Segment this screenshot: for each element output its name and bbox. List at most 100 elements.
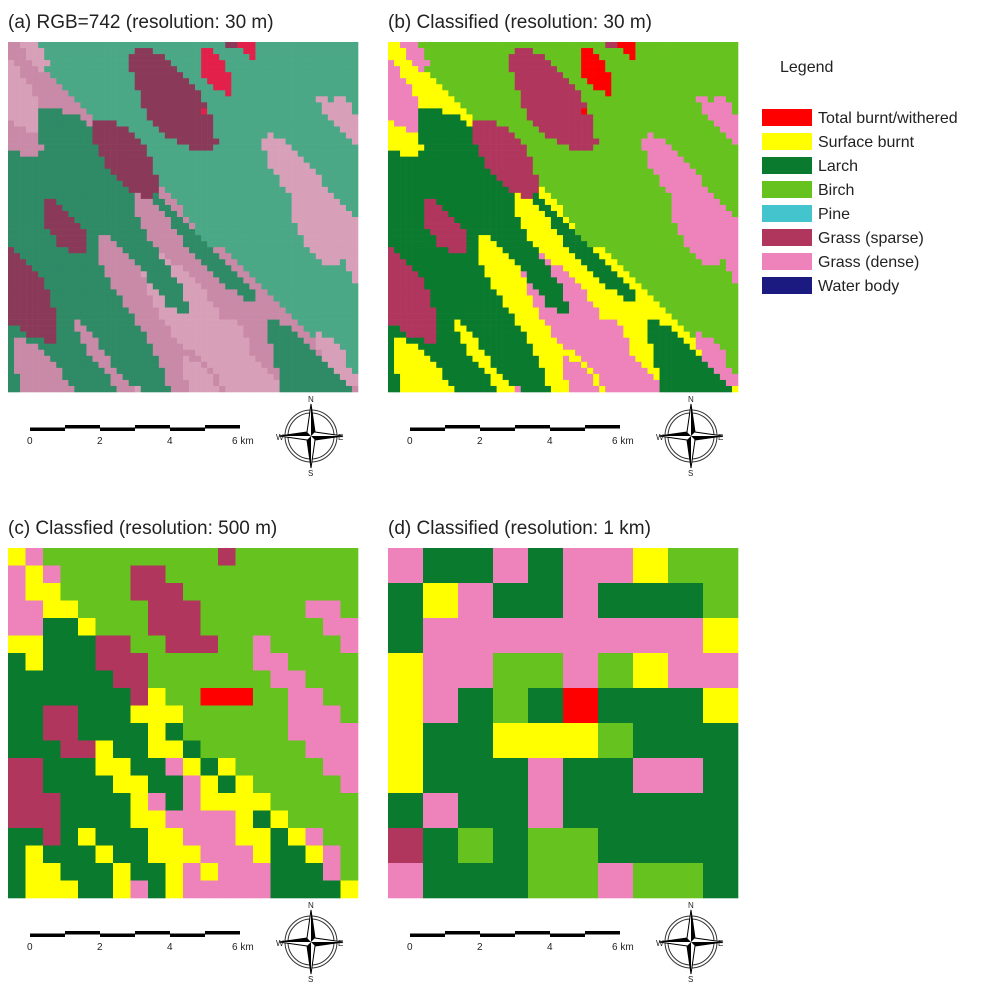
map-cell — [135, 217, 141, 223]
map-cell — [394, 42, 400, 48]
map-cell — [159, 259, 165, 265]
map-cell — [587, 108, 593, 114]
map-cell — [274, 151, 280, 157]
map-cell — [38, 120, 44, 126]
map-cell — [14, 60, 20, 66]
map-cell — [80, 283, 86, 289]
map-cell — [267, 193, 273, 199]
map-cell — [237, 193, 243, 199]
map-cell — [274, 108, 280, 114]
map-cell — [557, 187, 563, 193]
map-cell — [213, 277, 219, 283]
map-cell — [165, 205, 171, 211]
map-cell — [298, 271, 304, 277]
map-cell — [292, 362, 298, 368]
map-cell — [80, 350, 86, 356]
map-cell — [485, 205, 491, 211]
map-cell — [328, 314, 334, 320]
map-cell — [641, 84, 647, 90]
map-cell — [171, 157, 177, 163]
map-cell — [472, 145, 478, 151]
map-cell — [225, 72, 231, 78]
map-cell — [726, 66, 732, 72]
map-cell — [503, 54, 509, 60]
map-cell — [249, 356, 255, 362]
map-cell — [292, 133, 298, 139]
map-cell — [732, 151, 738, 157]
map-cell — [123, 277, 129, 283]
map-cell — [666, 157, 672, 163]
map-cell — [479, 42, 485, 48]
map-cell — [189, 175, 195, 181]
map-cell — [177, 277, 183, 283]
map-cell — [62, 362, 68, 368]
map-cell — [346, 217, 352, 223]
map-cell — [14, 283, 20, 289]
map-cell — [14, 308, 20, 314]
map-cell — [267, 223, 273, 229]
map-cell — [702, 151, 708, 157]
map-cell — [316, 229, 322, 235]
map-cell — [322, 338, 328, 344]
map-cell — [654, 72, 660, 78]
map-cell — [225, 145, 231, 151]
map-cell — [352, 301, 358, 307]
map-cell — [563, 199, 569, 205]
map-cell — [575, 139, 581, 145]
map-cell — [340, 102, 346, 108]
map-cell — [617, 54, 623, 60]
map-cell — [274, 42, 280, 48]
map-cell — [32, 48, 38, 54]
map-cell — [44, 332, 50, 338]
map-cell — [280, 78, 286, 84]
map-cell — [346, 235, 352, 241]
map-cell — [641, 120, 647, 126]
map-cell — [346, 60, 352, 66]
map-cell — [213, 386, 219, 392]
map-cell — [539, 72, 545, 78]
map-cell — [430, 175, 436, 181]
map-cell — [551, 66, 557, 72]
map-cell — [424, 145, 430, 151]
map-cell — [424, 114, 430, 120]
map-cell — [243, 229, 249, 235]
map-cell — [32, 205, 38, 211]
map-cell — [641, 145, 647, 151]
map-cell — [159, 199, 165, 205]
map-cell — [219, 151, 225, 157]
map-cell — [690, 151, 696, 157]
map-cell — [135, 338, 141, 344]
map-cell — [123, 90, 129, 96]
map-cell — [617, 175, 623, 181]
map-cell — [135, 145, 141, 151]
map-cell — [310, 72, 316, 78]
map-cell — [714, 114, 720, 120]
map-cell — [509, 108, 515, 114]
map-cell — [50, 314, 56, 320]
map-cell — [400, 126, 406, 132]
map-cell — [147, 54, 153, 60]
map-cell — [527, 84, 533, 90]
map-cell — [448, 145, 454, 151]
map-cell — [249, 199, 255, 205]
map-cell — [412, 205, 418, 211]
map-cell — [533, 120, 539, 126]
map-cell — [147, 42, 153, 48]
map-cell — [328, 163, 334, 169]
map-cell — [80, 253, 86, 259]
map-cell — [635, 78, 641, 84]
map-cell — [20, 48, 26, 54]
map-cell — [714, 60, 720, 66]
map-cell — [292, 108, 298, 114]
map-cell — [726, 84, 732, 90]
map-cell — [92, 72, 98, 78]
map-cell — [654, 145, 660, 151]
map-cell — [635, 205, 641, 211]
map-cell — [111, 114, 117, 120]
map-cell — [666, 60, 672, 66]
map-cell — [231, 193, 237, 199]
map-cell — [183, 380, 189, 386]
map-cell — [38, 163, 44, 169]
map-cell — [225, 78, 231, 84]
map-cell — [485, 151, 491, 157]
